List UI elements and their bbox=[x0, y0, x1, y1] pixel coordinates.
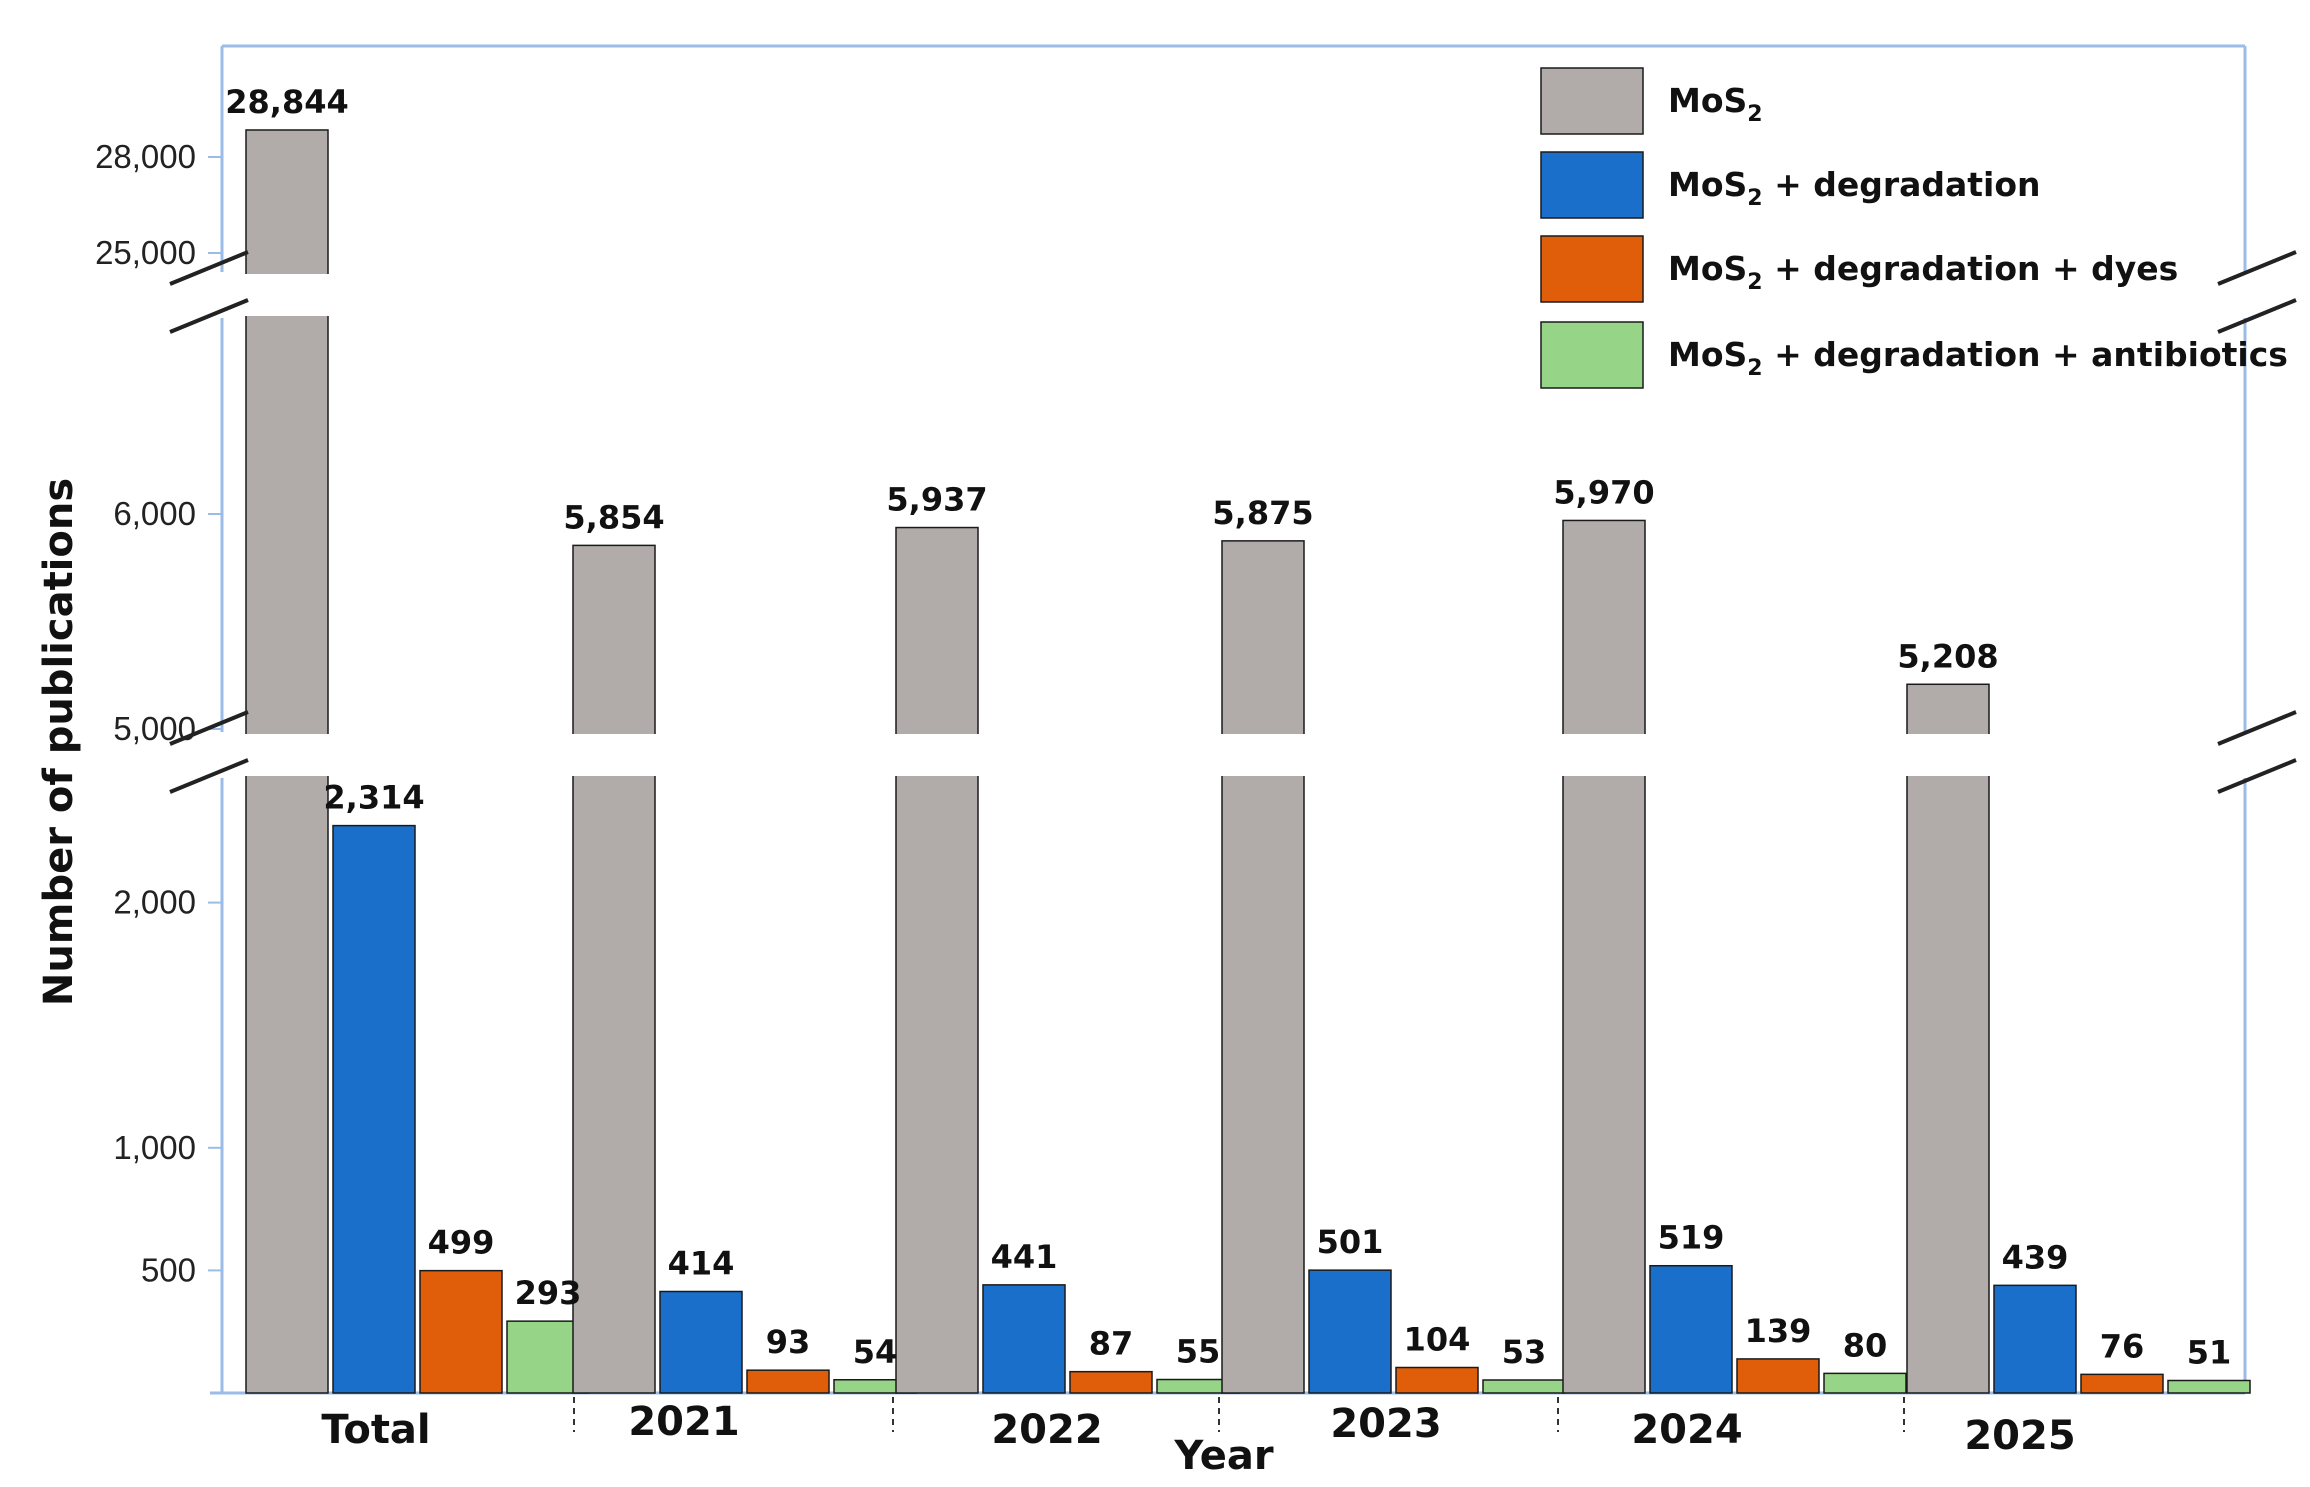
bar-value-label: 519 bbox=[1658, 1219, 1725, 1257]
bar-value-label: 104 bbox=[1404, 1320, 1471, 1358]
x-axis-title: Year bbox=[1173, 1433, 1273, 1479]
axis-break-band bbox=[228, 274, 2242, 316]
bar-mos2-degradation-antibiotics-2025 bbox=[2167, 1379, 2251, 1394]
bar-value-label: 414 bbox=[668, 1244, 735, 1282]
y-axis-title: Number of publications bbox=[36, 478, 82, 1006]
bar-value-label: 501 bbox=[1317, 1223, 1384, 1261]
legend-label: MoS2 + degradation bbox=[1668, 165, 2041, 211]
bar-mos2-degradation-dyes-2024 bbox=[1736, 1358, 1820, 1394]
bar-value-label: 5,208 bbox=[1897, 637, 1998, 675]
axis-break-band bbox=[228, 734, 2242, 776]
bar-mos2-degradation-total bbox=[332, 824, 416, 1394]
bar-mos2-degradation-antibiotics-2024 bbox=[1823, 1372, 1907, 1394]
bar-value-label: 139 bbox=[1745, 1312, 1812, 1350]
bar-value-label: 28,844 bbox=[225, 83, 348, 121]
y-tick-label: 28,000 bbox=[95, 138, 196, 175]
x-category-label: 2022 bbox=[991, 1407, 1102, 1453]
bar-mos2-degradation-2025 bbox=[1993, 1284, 2077, 1394]
bar-mos2-degradation-2021 bbox=[659, 1290, 743, 1394]
bar-value-label: 499 bbox=[428, 1224, 495, 1262]
axis-break-mark-right bbox=[2217, 298, 2297, 334]
legend-swatch bbox=[1540, 151, 1644, 219]
y-tick-label: 6,000 bbox=[113, 495, 196, 532]
bar-mos2-2021 bbox=[572, 544, 656, 1394]
bar-mos2-degradation-dyes-2021 bbox=[746, 1369, 830, 1394]
axis-break-mark-left bbox=[169, 250, 249, 286]
bar-value-label: 87 bbox=[1089, 1325, 1134, 1363]
bar-value-label: 80 bbox=[1843, 1326, 1888, 1364]
bar-mos2-degradation-dyes-2025 bbox=[2080, 1373, 2164, 1394]
bar-mos2-2023 bbox=[1221, 540, 1305, 1394]
bar-mos2-degradation-dyes-2022 bbox=[1069, 1370, 1153, 1394]
bar-value-label: 5,854 bbox=[563, 498, 664, 536]
bar-mos2-degradation-dyes-total bbox=[419, 1269, 503, 1394]
y-tick-label: 2,000 bbox=[113, 884, 196, 921]
axis-break-mark-right bbox=[2217, 758, 2297, 794]
y-tick-label: 500 bbox=[141, 1251, 196, 1288]
bar-mos2-degradation-dyes-2023 bbox=[1395, 1366, 1479, 1394]
x-category-label: 2023 bbox=[1330, 1401, 1441, 1447]
bar-value-label: 53 bbox=[1502, 1333, 1547, 1371]
legend: MoS2 MoS2 + degradation MoS2 + degradation… bbox=[1540, 67, 2288, 389]
y-tick-label: 5,000 bbox=[113, 710, 196, 747]
axis-break-gaps bbox=[169, 250, 2297, 794]
legend-label: MoS2 bbox=[1668, 81, 1763, 127]
x-category-label: 2021 bbox=[628, 1399, 739, 1445]
bar-value-label: 93 bbox=[766, 1323, 811, 1361]
bar-value-label: 54 bbox=[853, 1333, 898, 1371]
bar-mos2-2025 bbox=[1906, 683, 1990, 1394]
y-tick-label: 25,000 bbox=[95, 234, 196, 271]
y-axis: 500 1,000 2,000 5,000 6,000 25,000 28,000 bbox=[95, 138, 222, 1288]
x-category-label: 2024 bbox=[1631, 1407, 1742, 1453]
legend-label: MoS2 + degradation + antibiotics bbox=[1668, 335, 2288, 381]
y-tick-label: 1,000 bbox=[113, 1129, 196, 1166]
bar-value-label: 5,970 bbox=[1553, 473, 1654, 511]
axis-break-mark-left bbox=[169, 710, 249, 746]
x-category-label: 2025 bbox=[1964, 1413, 2075, 1459]
bar-mos2-degradation-2022 bbox=[982, 1284, 1066, 1394]
axis-break-mark-right bbox=[2217, 250, 2297, 286]
bar-mos2-2022 bbox=[895, 526, 979, 1394]
bar-value-label: 293 bbox=[515, 1274, 582, 1312]
bar-mos2-2024 bbox=[1562, 519, 1646, 1394]
legend-label: MoS2 + degradation + dyes bbox=[1668, 249, 2178, 295]
bar-mos2-degradation-antibiotics-2023 bbox=[1482, 1379, 1566, 1394]
bar-value-label: 5,937 bbox=[886, 481, 987, 519]
axis-break-mark-left bbox=[169, 758, 249, 794]
bar-value-label: 2,314 bbox=[323, 779, 424, 817]
bar-mos2-degradation-2023 bbox=[1308, 1269, 1392, 1394]
bar-value-label: 5,875 bbox=[1212, 494, 1313, 532]
bar-value-label: 51 bbox=[2187, 1333, 2232, 1371]
bar-value-label: 439 bbox=[2002, 1238, 2069, 1276]
bar-value-label: 76 bbox=[2100, 1327, 2145, 1365]
legend-swatch bbox=[1540, 235, 1644, 303]
axis-break-mark-right bbox=[2217, 710, 2297, 746]
bar-value-label: 55 bbox=[1176, 1333, 1221, 1371]
axis-break-mark-left bbox=[169, 298, 249, 334]
legend-swatch bbox=[1540, 67, 1644, 135]
bar-value-labels: 28,844 2,314 499 293 5,854 414 93 54 5,937 441 87 5… bbox=[225, 83, 2231, 1372]
bar-value-label: 441 bbox=[991, 1238, 1058, 1276]
x-category-label: Total bbox=[321, 1407, 430, 1453]
x-axis: Total 2021 2022 2023 2024 2025 bbox=[321, 1397, 2076, 1459]
legend-swatch bbox=[1540, 321, 1644, 389]
bar-mos2-degradation-2024 bbox=[1649, 1264, 1733, 1394]
